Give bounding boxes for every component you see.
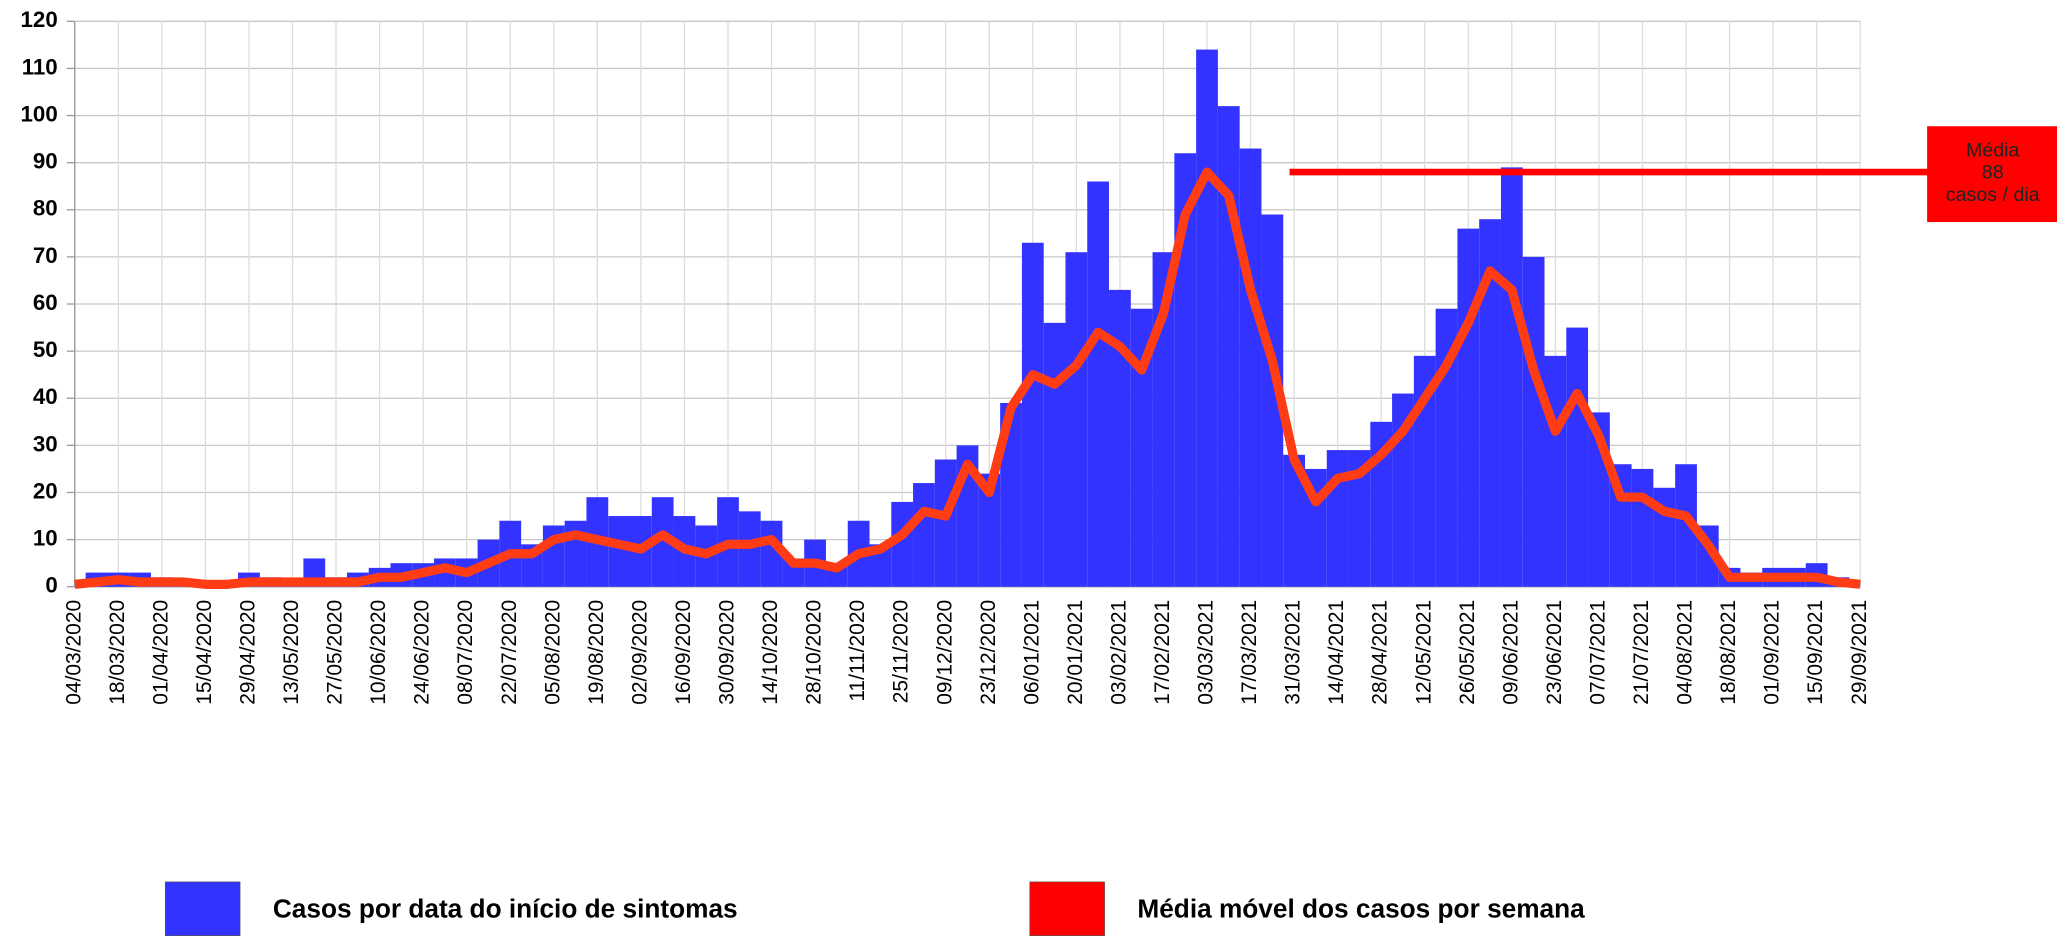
bar [1283,454,1305,587]
bar [934,459,957,587]
bar [1000,402,1022,587]
bar [913,483,935,587]
x-tick-label: 06/01/2021 [1020,600,1043,705]
x-tick-label: 04/03/2020 [62,600,85,705]
x-tick-label: 29/09/2021 [1848,600,1871,705]
legend-label: Casos por data do início de sintomas [273,894,738,924]
x-tick-label: 23/06/2021 [1543,600,1566,705]
bar [1065,252,1088,587]
x-tick-label: 21/07/2021 [1630,600,1653,705]
bar [978,473,1001,587]
bar [1109,289,1131,587]
bar [608,516,631,587]
x-tick-label: 03/03/2021 [1195,600,1218,705]
annotation-text: casos / dia [1946,184,2040,206]
x-tick-label: 29/04/2020 [237,600,260,705]
x-tick-label: 28/10/2020 [803,600,826,705]
legend-swatch [164,881,241,936]
x-tick-label: 26/05/2021 [1456,600,1479,705]
y-tick-label: 120 [21,7,58,32]
y-tick-label: 20 [33,478,58,503]
y-tick-label: 0 [45,573,57,598]
bar [1087,181,1110,587]
bar [1348,450,1371,587]
bar [1043,322,1066,587]
y-tick-label: 10 [33,525,58,550]
bar [1196,49,1218,587]
x-tick-label: 20/01/2021 [1064,600,1087,705]
x-tick-label: 14/10/2020 [759,600,782,705]
bar [869,544,892,587]
x-tick-label: 23/12/2020 [977,600,1000,705]
annotation-text: 88 [1982,162,2004,184]
bar [738,511,761,587]
x-tick-label: 04/08/2021 [1674,600,1697,705]
y-tick-label: 60 [33,290,58,315]
x-tick-label: 14/04/2021 [1325,600,1348,705]
bar [1675,464,1697,587]
bar [1457,228,1480,587]
x-tick-label: 17/03/2021 [1238,600,1261,705]
x-tick-label: 08/07/2020 [454,600,477,705]
bars [74,49,1861,587]
bar [1566,327,1589,587]
y-tick-label: 40 [33,384,58,409]
bar [1631,468,1654,587]
bar [1021,242,1044,587]
x-tick-label: 01/09/2021 [1761,600,1784,705]
y-tick-label: 80 [33,196,58,221]
x-tick-label: 18/03/2020 [106,600,129,705]
bar [651,497,674,587]
x-tick-label: 25/11/2020 [890,600,913,703]
x-tick-label: 12/05/2021 [1412,600,1435,705]
bar [1217,106,1240,587]
x-tick-label: 09/06/2021 [1499,600,1522,705]
bar [1544,355,1567,587]
x-tick-label: 31/03/2021 [1282,600,1305,705]
x-tick-label: 07/07/2021 [1586,600,1609,705]
x-tick-label: 16/09/2020 [672,600,695,705]
x-tick-label: 11/11/2020 [846,600,869,702]
bar [1500,167,1523,587]
bar [1326,450,1349,587]
annotation-box [1927,126,2057,223]
x-tick-label: 17/02/2021 [1151,600,1174,705]
x-tick-label: 01/04/2020 [149,600,172,705]
labels: 0 10 20 30 40 50 60 70 80 90 100 110 120 04/03/2020 18… [21,7,2057,936]
y-tick-label: 90 [33,149,58,174]
lines [74,167,1929,589]
y-tick-label: 30 [33,431,58,456]
x-tick-label: 22/07/2020 [498,600,521,705]
bar [1174,153,1197,587]
x-tick-label: 30/09/2020 [716,600,739,705]
bar [1522,256,1545,587]
x-tick-label: 10/06/2020 [367,600,390,705]
bar [1479,219,1501,587]
legend-swatch [1029,881,1105,936]
x-tick-label: 15/09/2021 [1804,600,1827,705]
x-tick-label: 28/04/2021 [1369,600,1392,705]
legend-label: Média móvel dos casos por semana [1137,894,1585,924]
x-tick-label: 19/08/2020 [585,600,608,705]
x-tick-label: 09/12/2020 [933,600,956,705]
bar [1239,148,1262,587]
x-tick-label: 02/09/2020 [628,600,651,705]
x-tick-label: 27/05/2020 [324,600,347,705]
x-tick-label: 18/08/2021 [1717,600,1740,705]
bar [1130,308,1153,587]
annotation-text: Média [1966,139,2020,161]
y-tick-label: 50 [33,337,58,362]
bar [1261,214,1284,587]
x-tick-label: 24/06/2020 [411,600,434,705]
y-tick-label: 100 [21,101,58,126]
x-tick-label: 03/02/2021 [1107,600,1130,705]
x-tick-label: 15/04/2020 [193,600,216,705]
y-tick-label: 110 [22,54,58,79]
x-tick-label: 13/05/2020 [280,600,303,705]
y-tick-label: 70 [33,243,58,268]
x-tick-label: 05/08/2020 [541,600,564,705]
moving-average-line [74,167,1861,589]
